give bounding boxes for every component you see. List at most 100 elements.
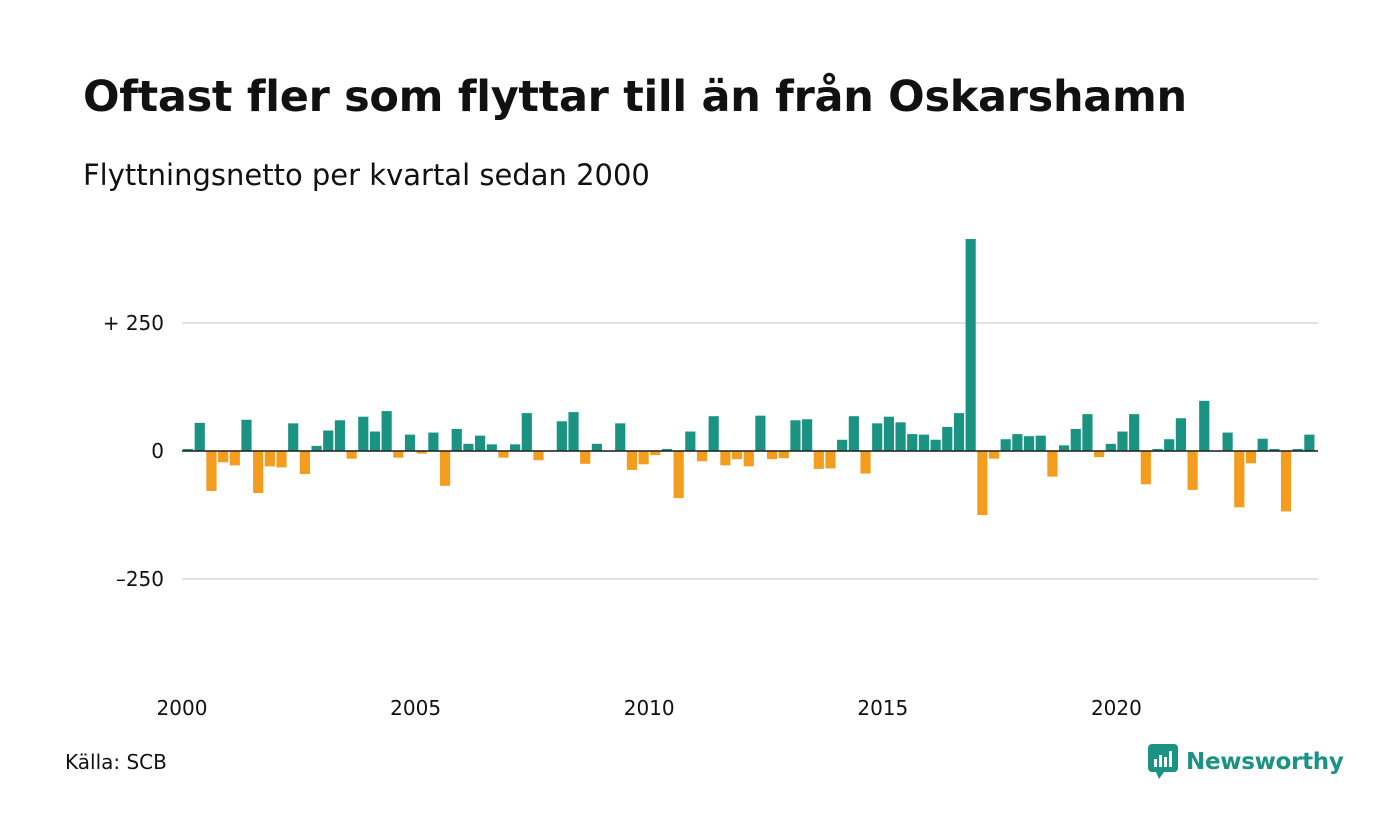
bar[interactable]	[790, 420, 801, 451]
bar[interactable]	[650, 451, 661, 456]
bar[interactable]	[1292, 448, 1303, 451]
bar[interactable]	[276, 451, 287, 468]
bar[interactable]	[1035, 435, 1046, 451]
bar-chart: + 250 0 –250 2000 2005 2010 2015 2020	[103, 239, 1318, 720]
bar[interactable]	[556, 421, 567, 451]
bar[interactable]	[264, 451, 275, 467]
bar[interactable]	[813, 451, 824, 469]
bar[interactable]	[1059, 445, 1070, 451]
bar[interactable]	[311, 445, 322, 451]
bar[interactable]	[1245, 451, 1257, 464]
bar[interactable]	[1047, 451, 1058, 477]
bar[interactable]	[685, 431, 696, 451]
bar[interactable]	[883, 416, 894, 451]
bar[interactable]	[918, 434, 930, 451]
bar[interactable]	[708, 416, 719, 451]
bar[interactable]	[288, 423, 299, 451]
bar[interactable]	[369, 431, 381, 451]
bar[interactable]	[299, 451, 310, 475]
bar[interactable]	[381, 411, 392, 451]
bar[interactable]	[1023, 436, 1035, 451]
bar[interactable]	[521, 413, 532, 451]
bar[interactable]	[942, 426, 953, 451]
bar[interactable]	[486, 444, 497, 451]
bar[interactable]	[1012, 434, 1023, 451]
bar[interactable]	[451, 428, 462, 451]
bar[interactable]	[1152, 448, 1163, 451]
bar[interactable]	[533, 451, 544, 461]
bar[interactable]	[510, 444, 521, 451]
bar[interactable]	[848, 416, 859, 451]
bar[interactable]	[720, 451, 731, 466]
bar[interactable]	[825, 451, 836, 469]
bar[interactable]	[895, 422, 906, 451]
bar[interactable]	[615, 423, 626, 451]
bar[interactable]	[1070, 428, 1081, 451]
bar[interactable]	[1117, 431, 1128, 451]
bar[interactable]	[463, 443, 474, 451]
bar[interactable]	[1164, 439, 1175, 451]
bar[interactable]	[802, 419, 813, 451]
bar[interactable]	[475, 435, 486, 451]
bar[interactable]	[988, 451, 1000, 459]
bar[interactable]	[1234, 451, 1245, 508]
bar[interactable]	[1082, 414, 1093, 451]
bar[interactable]	[860, 451, 871, 474]
bar[interactable]	[334, 420, 346, 451]
brand-logo[interactable]: Newsworthy	[1148, 744, 1344, 780]
bar[interactable]	[1280, 451, 1292, 512]
bar[interactable]	[953, 413, 965, 451]
y-axis-ticks: + 250 0 –250	[103, 311, 164, 591]
bar[interactable]	[1175, 418, 1186, 451]
bar[interactable]	[965, 239, 976, 451]
bar[interactable]	[1000, 439, 1011, 451]
bar[interactable]	[696, 451, 708, 462]
bar[interactable]	[743, 451, 754, 467]
bar[interactable]	[218, 451, 229, 463]
bar[interactable]	[253, 451, 264, 493]
bar[interactable]	[1269, 448, 1280, 451]
bar[interactable]	[1187, 451, 1198, 490]
bar[interactable]	[439, 451, 451, 486]
bar[interactable]	[229, 451, 240, 466]
bar[interactable]	[930, 439, 941, 451]
bar[interactable]	[206, 451, 217, 491]
bar[interactable]	[872, 423, 883, 451]
bar[interactable]	[1105, 443, 1116, 451]
source-note: Källa: SCB	[65, 750, 167, 774]
bar[interactable]	[404, 434, 416, 451]
bar[interactable]	[767, 451, 778, 460]
bar[interactable]	[1140, 451, 1151, 485]
bar[interactable]	[194, 422, 205, 451]
bar[interactable]	[778, 451, 789, 459]
bar[interactable]	[323, 430, 334, 451]
bar[interactable]	[346, 451, 357, 459]
bar[interactable]	[241, 419, 252, 451]
bar[interactable]	[907, 434, 918, 451]
chart-title: Oftast fler som flyttar till än från Osk…	[83, 72, 1187, 122]
bar[interactable]	[661, 448, 673, 451]
bar[interactable]	[183, 448, 194, 451]
bar[interactable]	[1094, 451, 1105, 458]
bar[interactable]	[498, 451, 509, 458]
bar[interactable]	[1304, 434, 1315, 451]
bar[interactable]	[358, 416, 369, 451]
bar[interactable]	[393, 451, 404, 458]
bar[interactable]	[626, 451, 638, 470]
bar[interactable]	[731, 451, 743, 460]
bar[interactable]	[1129, 414, 1140, 451]
bar[interactable]	[591, 443, 602, 451]
x-tick-label: 2000	[157, 696, 208, 720]
bar[interactable]	[977, 451, 988, 515]
bar[interactable]	[568, 412, 579, 451]
bar[interactable]	[580, 451, 591, 464]
bar[interactable]	[837, 439, 848, 451]
bar[interactable]	[673, 451, 684, 499]
bar[interactable]	[755, 415, 766, 451]
bar[interactable]	[1257, 438, 1268, 451]
bar[interactable]	[1222, 432, 1233, 451]
bar[interactable]	[416, 451, 427, 454]
bar[interactable]	[428, 432, 439, 451]
bar[interactable]	[638, 451, 649, 465]
bar[interactable]	[1199, 400, 1210, 451]
